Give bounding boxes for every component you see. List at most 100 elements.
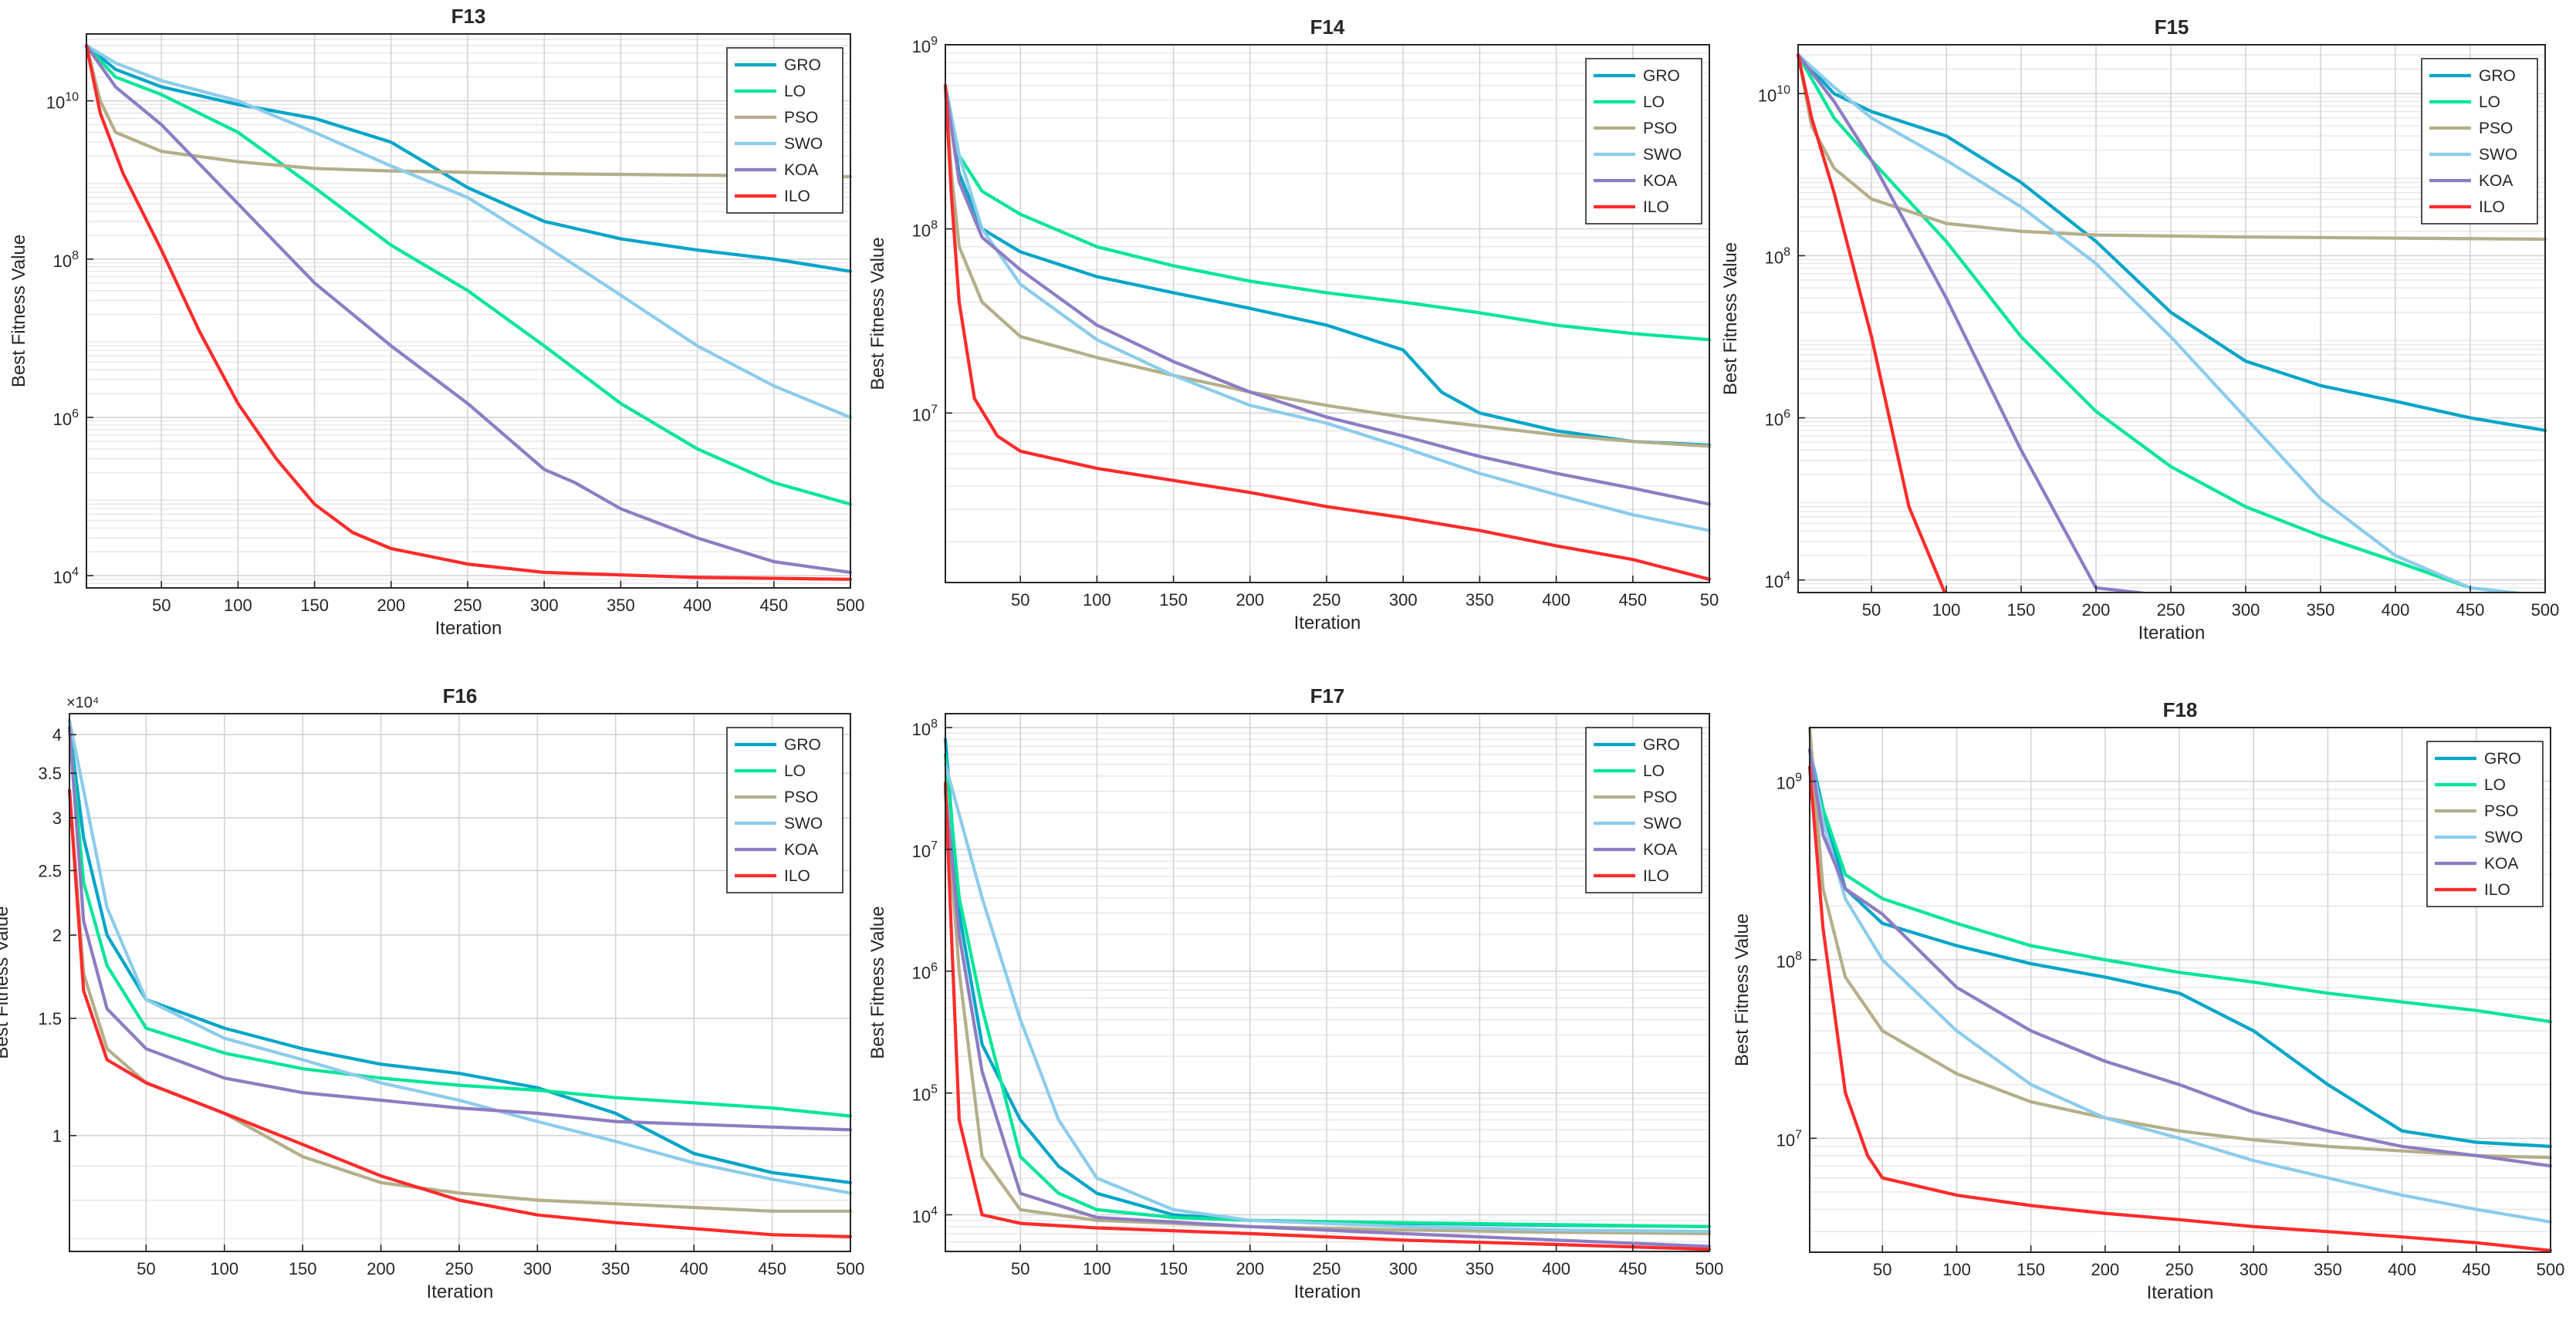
legend: GRO LO PSO SWO KOA ILO [726,727,843,893]
y-tick-exponent: 4 [72,566,79,579]
x-tick-label: 250 [2157,600,2186,620]
y-tick-base: 10 [912,842,931,861]
x-tick-label: 300 [1389,1259,1418,1278]
legend-label-ilo: ILO [2479,198,2505,216]
y-tick-exponent: 7 [1795,1128,1802,1141]
y-axis-label: Best Fitness Value [867,906,888,1059]
y-tick-label: 108 [912,219,938,241]
x-tick-label: 100 [210,1259,238,1278]
mask-bottom [1802,1252,2558,1268]
y-tick-label: 106 [912,961,938,983]
axes-box [86,33,851,589]
y-tick-label: 108 [1765,245,1790,267]
legend-label-ilo: ILO [2484,881,2510,899]
chart-f13: 50 100 150 200 250 300 350 400 450 50010410610810… [8,3,864,639]
y-tick-label: 108 [1776,950,1802,971]
x-tick-label: 500 [837,1259,865,1278]
series-line-ilo [67,789,853,1238]
x-tick-label: 200 [2082,600,2111,620]
series-line-pso [1796,53,2547,241]
y-tick-label: 107 [1776,1128,1802,1150]
chart-title: F13 [451,5,486,28]
axes-box [69,713,851,1252]
x-tick-label: 350 [1465,590,1494,610]
legend-label-swo: SWO [1643,815,1682,832]
legend-label-swo: SWO [2479,146,2517,164]
x-tick-label: 500 [2537,1260,2565,1279]
legend-label-lo: LO [1643,93,1665,111]
legend-label-pso: PSO [784,109,818,127]
series-line-swo [67,718,853,1195]
y-axis-label: Best Fitness Value [867,237,888,390]
x-tick-label: 400 [2388,1260,2416,1279]
mask-bottom [62,1251,858,1267]
x-tick-label: 450 [1618,1259,1647,1278]
y-tick-base: 10 [1776,774,1795,793]
y-tick-base: 10 [1765,572,1783,592]
series-line-koa [1807,748,2553,1168]
x-tick-label: 150 [289,1259,317,1278]
chart-f14: 50 100 150 200 250 300 350 400 450 50107108109F14… [867,14,1719,633]
legend-label-gro: GRO [2484,750,2521,768]
x-tick-label: 50 [137,1259,155,1278]
x-tick-label: 50 [152,596,171,615]
series-line-swo [943,83,1712,532]
x-tick-label: 100 [1083,1259,1111,1278]
legend-label-gro: GRO [2479,67,2516,85]
y-tick-label: 2 [52,926,62,945]
y-tick-exponent: 8 [72,249,79,262]
series-line-koa [67,725,853,1132]
y-tick-base: 10 [46,93,65,113]
legend-label-ilo: ILO [784,867,810,885]
legend-label-swo: SWO [1643,146,1682,164]
y-tick-label: 1.5 [38,1009,62,1028]
legend: GRO LO PSO SWO KOA ILO [726,47,843,214]
legend-label-lo: LO [2484,776,2506,794]
y-tick-base: 10 [912,964,931,983]
y-tick-exponent: 9 [1795,772,1802,785]
y-tick-label: 109 [912,35,938,56]
plot-area [69,714,850,1251]
y-tick-exponent: 4 [1783,570,1790,583]
x-tick-label: 200 [1236,1259,1264,1278]
y-tick-base: 10 [53,252,72,271]
x-tick-label: 350 [607,596,635,615]
x-tick-label: 300 [2240,1260,2268,1279]
mask-top [938,14,1717,45]
x-tick-label: 300 [1389,590,1418,610]
x-tick-label: 350 [601,1259,630,1278]
series-line-koa [943,83,1712,506]
minor-grid [86,39,850,584]
series-line-pso [943,789,1712,1235]
x-tick-label: 50 [1011,1259,1029,1278]
series-line-koa [943,789,1712,1248]
legend-label-pso: PSO [1643,120,1677,137]
mask-bottom [938,1251,1717,1267]
x-tick-label: 250 [445,1259,474,1278]
y-tick-exponent: 8 [931,718,938,731]
y-axis-label: Best Fitness Value [1720,242,1741,395]
y-tick-label: 2.5 [38,861,62,880]
legend-label-ilo: ILO [1643,867,1669,885]
y-tick-label: 1010 [1758,83,1790,105]
x-tick-label: 50 [1700,590,1719,610]
chart-f18: 50 100 150 200 250 300 350 400 450 500107108109F1… [1732,697,2564,1303]
x-tick-label: 500 [2531,600,2560,620]
y-tick-exponent: 10 [1776,83,1790,96]
y-tick-label: 104 [53,566,79,587]
series-line-swo [1796,53,2547,598]
y-axis-label: Best Fitness Value [1732,914,1753,1066]
x-tick-label: 450 [1618,590,1647,610]
legend-label-koa: KOA [2479,172,2513,190]
y-tick-exponent: 5 [931,1083,938,1096]
series-line-swo [943,762,1712,1234]
y-tick-exponent: 8 [1795,950,1802,963]
axes-box [1797,44,2546,593]
legend-label-lo: LO [1643,762,1665,780]
x-tick-label: 350 [1465,1259,1494,1278]
chart-title: F16 [443,684,478,708]
y-tick-exponent: 8 [1783,245,1790,258]
legend-box [2426,741,2544,907]
y-tick-base: 10 [912,720,931,739]
